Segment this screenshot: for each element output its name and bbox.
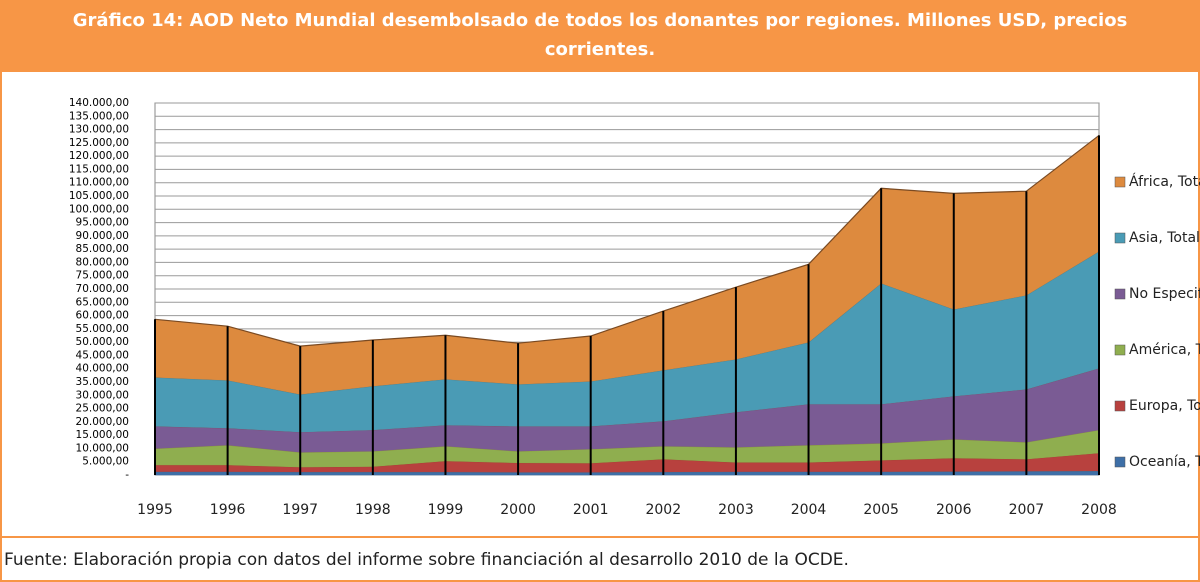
legend-swatch — [1114, 232, 1126, 244]
legend-label: No Especificado — [1129, 286, 1200, 302]
y-tick-label: 135.000,00 — [69, 110, 129, 122]
x-tick-label: 2008 — [1081, 502, 1117, 518]
area-edge — [154, 134, 1100, 347]
y-tick-label: 60.000,00 — [76, 310, 129, 322]
x-tick-label: 1997 — [282, 502, 318, 518]
y-tick-label: - — [125, 469, 129, 481]
x-tick-label: 1995 — [137, 502, 173, 518]
y-tick-label: 125.000,00 — [69, 137, 129, 149]
x-tick-label: 2002 — [645, 502, 681, 518]
y-tick-label: 75.000,00 — [76, 270, 129, 282]
y-tick-label: 115.000,00 — [69, 163, 129, 175]
y-tick-label: 95.000,00 — [76, 217, 129, 229]
title-bar — [0, 0, 1200, 72]
x-tick-label: 2001 — [573, 502, 609, 518]
y-tick-label: 30.000,00 — [76, 389, 129, 401]
y-tick-label: 40.000,00 — [76, 363, 129, 375]
title-box: Gráfico 14: AOD Neto Mundial desembolsad… — [72, 10, 1128, 60]
x-tick-label: 2004 — [791, 502, 827, 518]
y-tick-label: 105.000,00 — [69, 190, 129, 202]
legend-label: Asia, Total — [1129, 230, 1200, 246]
x-tick-label: 2005 — [863, 502, 899, 518]
x-tick-label: 2007 — [1009, 502, 1045, 518]
legend-label: Europa, Total — [1129, 398, 1200, 414]
y-tick-label: 140.000,00 — [69, 97, 129, 109]
y-tick-label: 5.000,00 — [82, 456, 129, 468]
y-tick-label: 35.000,00 — [76, 376, 129, 388]
legend-swatch — [1114, 344, 1126, 356]
x-tick-label: 2006 — [936, 502, 972, 518]
legend-label: África, Total — [1129, 173, 1200, 190]
x-tick-label: 1998 — [355, 502, 391, 518]
y-tick-label: 90.000,00 — [76, 230, 129, 242]
y-tick-label: 100.000,00 — [69, 203, 129, 215]
legend-swatch — [1114, 456, 1126, 468]
legend-label: Oceanía, Total — [1129, 454, 1200, 470]
y-tick-label: 55.000,00 — [76, 323, 129, 335]
legend-swatch — [1114, 288, 1126, 300]
legend-swatch — [1114, 400, 1126, 412]
y-tick-label: 120.000,00 — [69, 150, 129, 162]
y-tick-label: 80.000,00 — [76, 256, 129, 268]
x-tick-label: 2003 — [718, 502, 754, 518]
y-tick-label: 70.000,00 — [76, 283, 129, 295]
y-tick-label: 50.000,00 — [76, 336, 129, 348]
chart-title: Gráfico 14: AOD Neto Mundial desembolsad… — [72, 10, 1128, 60]
y-tick-label: 15.000,00 — [76, 429, 129, 441]
source-note: Fuente: Elaboración propia con datos del… — [4, 550, 849, 570]
y-tick-label: 130.000,00 — [69, 124, 129, 136]
y-tick-label: 110.000,00 — [69, 177, 129, 189]
x-tick-label: 1996 — [210, 502, 246, 518]
y-tick-label: 20.000,00 — [76, 416, 129, 428]
y-tick-label: 65.000,00 — [76, 296, 129, 308]
y-tick-label: 10.000,00 — [76, 442, 129, 454]
y-tick-label: 25.000,00 — [76, 403, 129, 415]
x-tick-label: 1999 — [428, 502, 464, 518]
legend-label: América, Total — [1129, 342, 1200, 358]
y-tick-label: 85.000,00 — [76, 243, 129, 255]
y-tick-label: 45.000,00 — [76, 349, 129, 361]
legend-swatch — [1114, 176, 1126, 188]
x-tick-label: 2000 — [500, 502, 536, 518]
